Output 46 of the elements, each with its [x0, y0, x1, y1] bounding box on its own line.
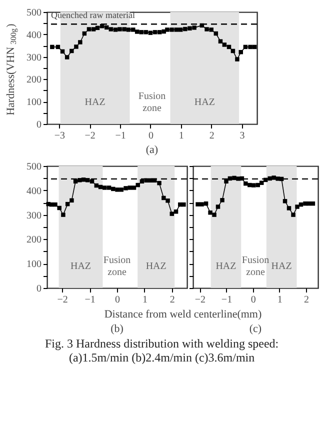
x-tick-label: 1 [178, 130, 184, 142]
y-tick-label: 100 [26, 97, 42, 108]
y-tick-label: 400 [26, 30, 42, 41]
x-tick-label: −1 [84, 294, 96, 306]
y-tick-label: 400 [26, 186, 42, 197]
x-tick-label: −1 [221, 294, 232, 306]
annotation: Fusion zone [138, 91, 166, 114]
text: (a) [146, 144, 158, 156]
x-tick-label: −1 [115, 130, 126, 142]
y-tick-label: 200 [26, 234, 42, 246]
x-tick-label: 0 [115, 294, 120, 306]
y-tick-label: 0 [36, 284, 42, 294]
x-tick-label: 2 [209, 130, 214, 142]
y-tick-label: 300 [26, 52, 42, 64]
x-tick-label: −2 [84, 130, 96, 142]
band-label: HAZ [271, 261, 292, 272]
x-tick-label: 1 [277, 294, 282, 306]
y-axis-title: Hardness(VHN300g) [5, 23, 18, 116]
y-tick-label: 100 [26, 259, 42, 270]
text: (c) [249, 323, 262, 335]
x-tick-label: 1 [142, 294, 148, 306]
annotation: Fusion zone [103, 255, 131, 278]
x-tick-label: 3 [240, 130, 245, 142]
text: (a)1.5m/min (b)2.4m/min (c)3.6m/min [68, 350, 255, 365]
x-tick-label: −2 [194, 294, 206, 306]
x-tick-label: 0 [148, 130, 154, 142]
x-tick-label: −3 [54, 130, 65, 142]
ref-line-label: Quenched raw material [51, 10, 136, 20]
x-tick-label: −2 [57, 294, 68, 306]
caption: Fig. 3 Hardness distribution with welding speed: [44, 336, 279, 351]
band-label: HAZ [194, 97, 215, 108]
y-tick-label: 500 [26, 162, 42, 172]
text: (b) [110, 323, 124, 335]
x-tick-label: 2 [304, 294, 310, 306]
y-tick-label: 0 [36, 120, 42, 130]
band-label: HAZ [216, 261, 236, 272]
annotation: Fusion zone [242, 255, 270, 278]
x-tick-label: 2 [170, 294, 175, 306]
band-label: HAZ [70, 261, 92, 272]
band-label: HAZ [146, 261, 166, 272]
x-axis-title: Distance from weld centerline(mm) [104, 308, 262, 320]
x-tick-label: 0 [250, 294, 256, 306]
y-tick-label: 300 [26, 210, 42, 222]
band-label: HAZ [84, 97, 106, 108]
y-tick-label: 200 [26, 74, 42, 86]
y-tick-label: 500 [26, 8, 42, 18]
